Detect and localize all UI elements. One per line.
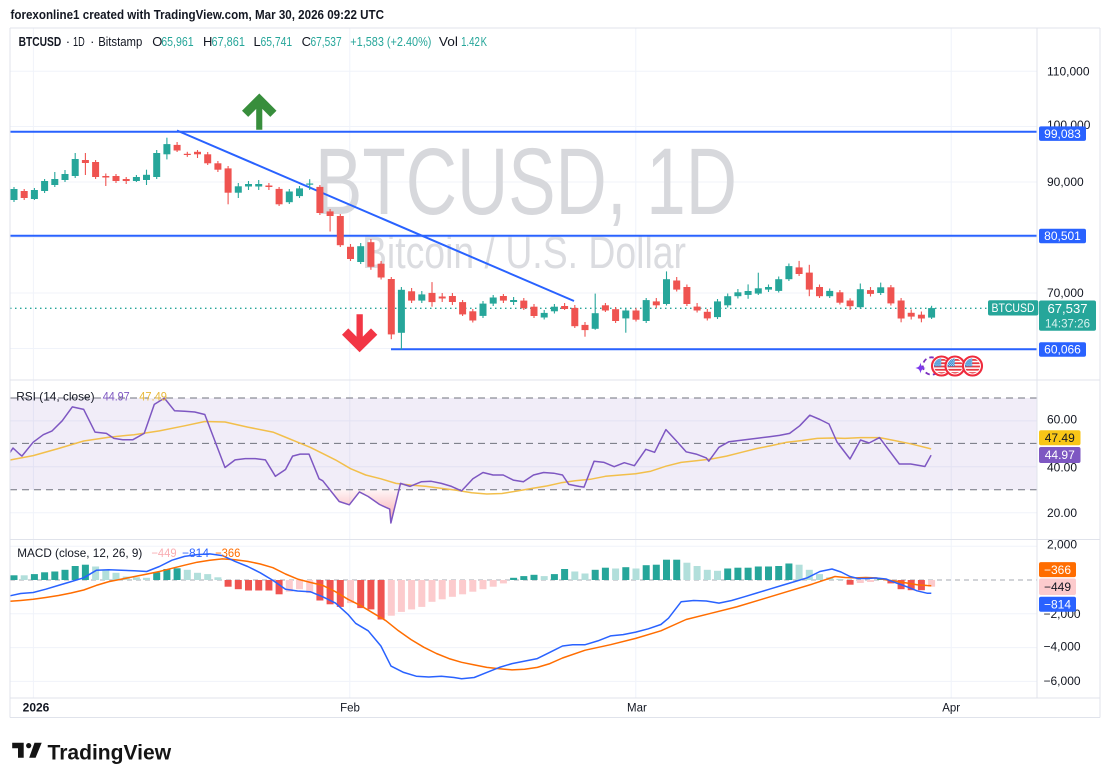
svg-text:Bitstamp: Bitstamp — [98, 34, 142, 49]
svg-text:65,961: 65,961 — [161, 34, 193, 49]
svg-text:−449: −449 — [151, 546, 177, 560]
svg-text:TradingView: TradingView — [48, 741, 172, 764]
svg-text:110,000: 110,000 — [1047, 65, 1090, 79]
svg-text:67,537: 67,537 — [311, 34, 342, 49]
svg-text:·: · — [90, 34, 94, 49]
svg-text:60,066: 60,066 — [1044, 343, 1081, 357]
svg-text:·: · — [66, 34, 70, 49]
svg-text:+1,583 (+2.40%): +1,583 (+2.40%) — [350, 34, 431, 49]
svg-text:40.00: 40.00 — [1047, 460, 1077, 474]
svg-text:RSI (14, close): RSI (14, close) — [16, 390, 94, 404]
svg-text:BTCUSD: BTCUSD — [19, 34, 62, 49]
svg-text:Vol: Vol — [439, 34, 458, 49]
svg-text:47.49: 47.49 — [1045, 431, 1075, 445]
svg-text:BTCUSD: BTCUSD — [992, 301, 1035, 315]
svg-text:20.00: 20.00 — [1047, 506, 1077, 520]
svg-text:44.97: 44.97 — [1045, 448, 1075, 462]
svg-text:L: L — [254, 34, 261, 49]
svg-text:−4,000: −4,000 — [1044, 639, 1081, 653]
svg-text:2,000: 2,000 — [1047, 537, 1077, 551]
svg-text:Bitcoin / U.S. Dollar: Bitcoin / U.S. Dollar — [362, 227, 686, 278]
svg-text:−814: −814 — [182, 546, 209, 560]
svg-text:67,537: 67,537 — [1048, 302, 1088, 316]
svg-text:−6,000: −6,000 — [1044, 674, 1081, 688]
svg-text:65,741: 65,741 — [261, 34, 293, 49]
svg-text:Mar: Mar — [627, 703, 647, 715]
svg-text:−449: −449 — [1044, 580, 1071, 594]
svg-text:BTCUSD, 1D: BTCUSD, 1D — [315, 129, 737, 235]
svg-text:14:37:26: 14:37:26 — [1045, 318, 1090, 330]
svg-text:−366: −366 — [1044, 563, 1071, 577]
svg-text:44.97: 44.97 — [103, 390, 130, 404]
svg-text:2026: 2026 — [23, 701, 50, 715]
svg-text:80,501: 80,501 — [1044, 229, 1081, 243]
svg-text:90,000: 90,000 — [1047, 175, 1084, 189]
svg-text:−366: −366 — [215, 546, 241, 560]
svg-text:47.49: 47.49 — [139, 390, 167, 404]
svg-text:C: C — [302, 34, 311, 49]
svg-text:Apr: Apr — [942, 703, 960, 715]
svg-text:1.42 K: 1.42 K — [461, 34, 487, 49]
svg-text:70,000: 70,000 — [1047, 286, 1084, 300]
svg-text:forexonline1 created with Trad: forexonline1 created with TradingView.co… — [11, 7, 385, 22]
svg-text:Feb: Feb — [340, 703, 360, 715]
svg-text:67,861: 67,861 — [212, 34, 245, 49]
svg-text:MACD (close, 12, 26, 9): MACD (close, 12, 26, 9) — [17, 546, 142, 560]
svg-text:H: H — [203, 34, 212, 49]
svg-text:99,083: 99,083 — [1044, 127, 1081, 141]
svg-text:60.00: 60.00 — [1047, 413, 1077, 427]
svg-text:−814: −814 — [1044, 597, 1071, 611]
svg-text:1D: 1D — [73, 34, 85, 49]
svg-text:O: O — [152, 34, 162, 49]
